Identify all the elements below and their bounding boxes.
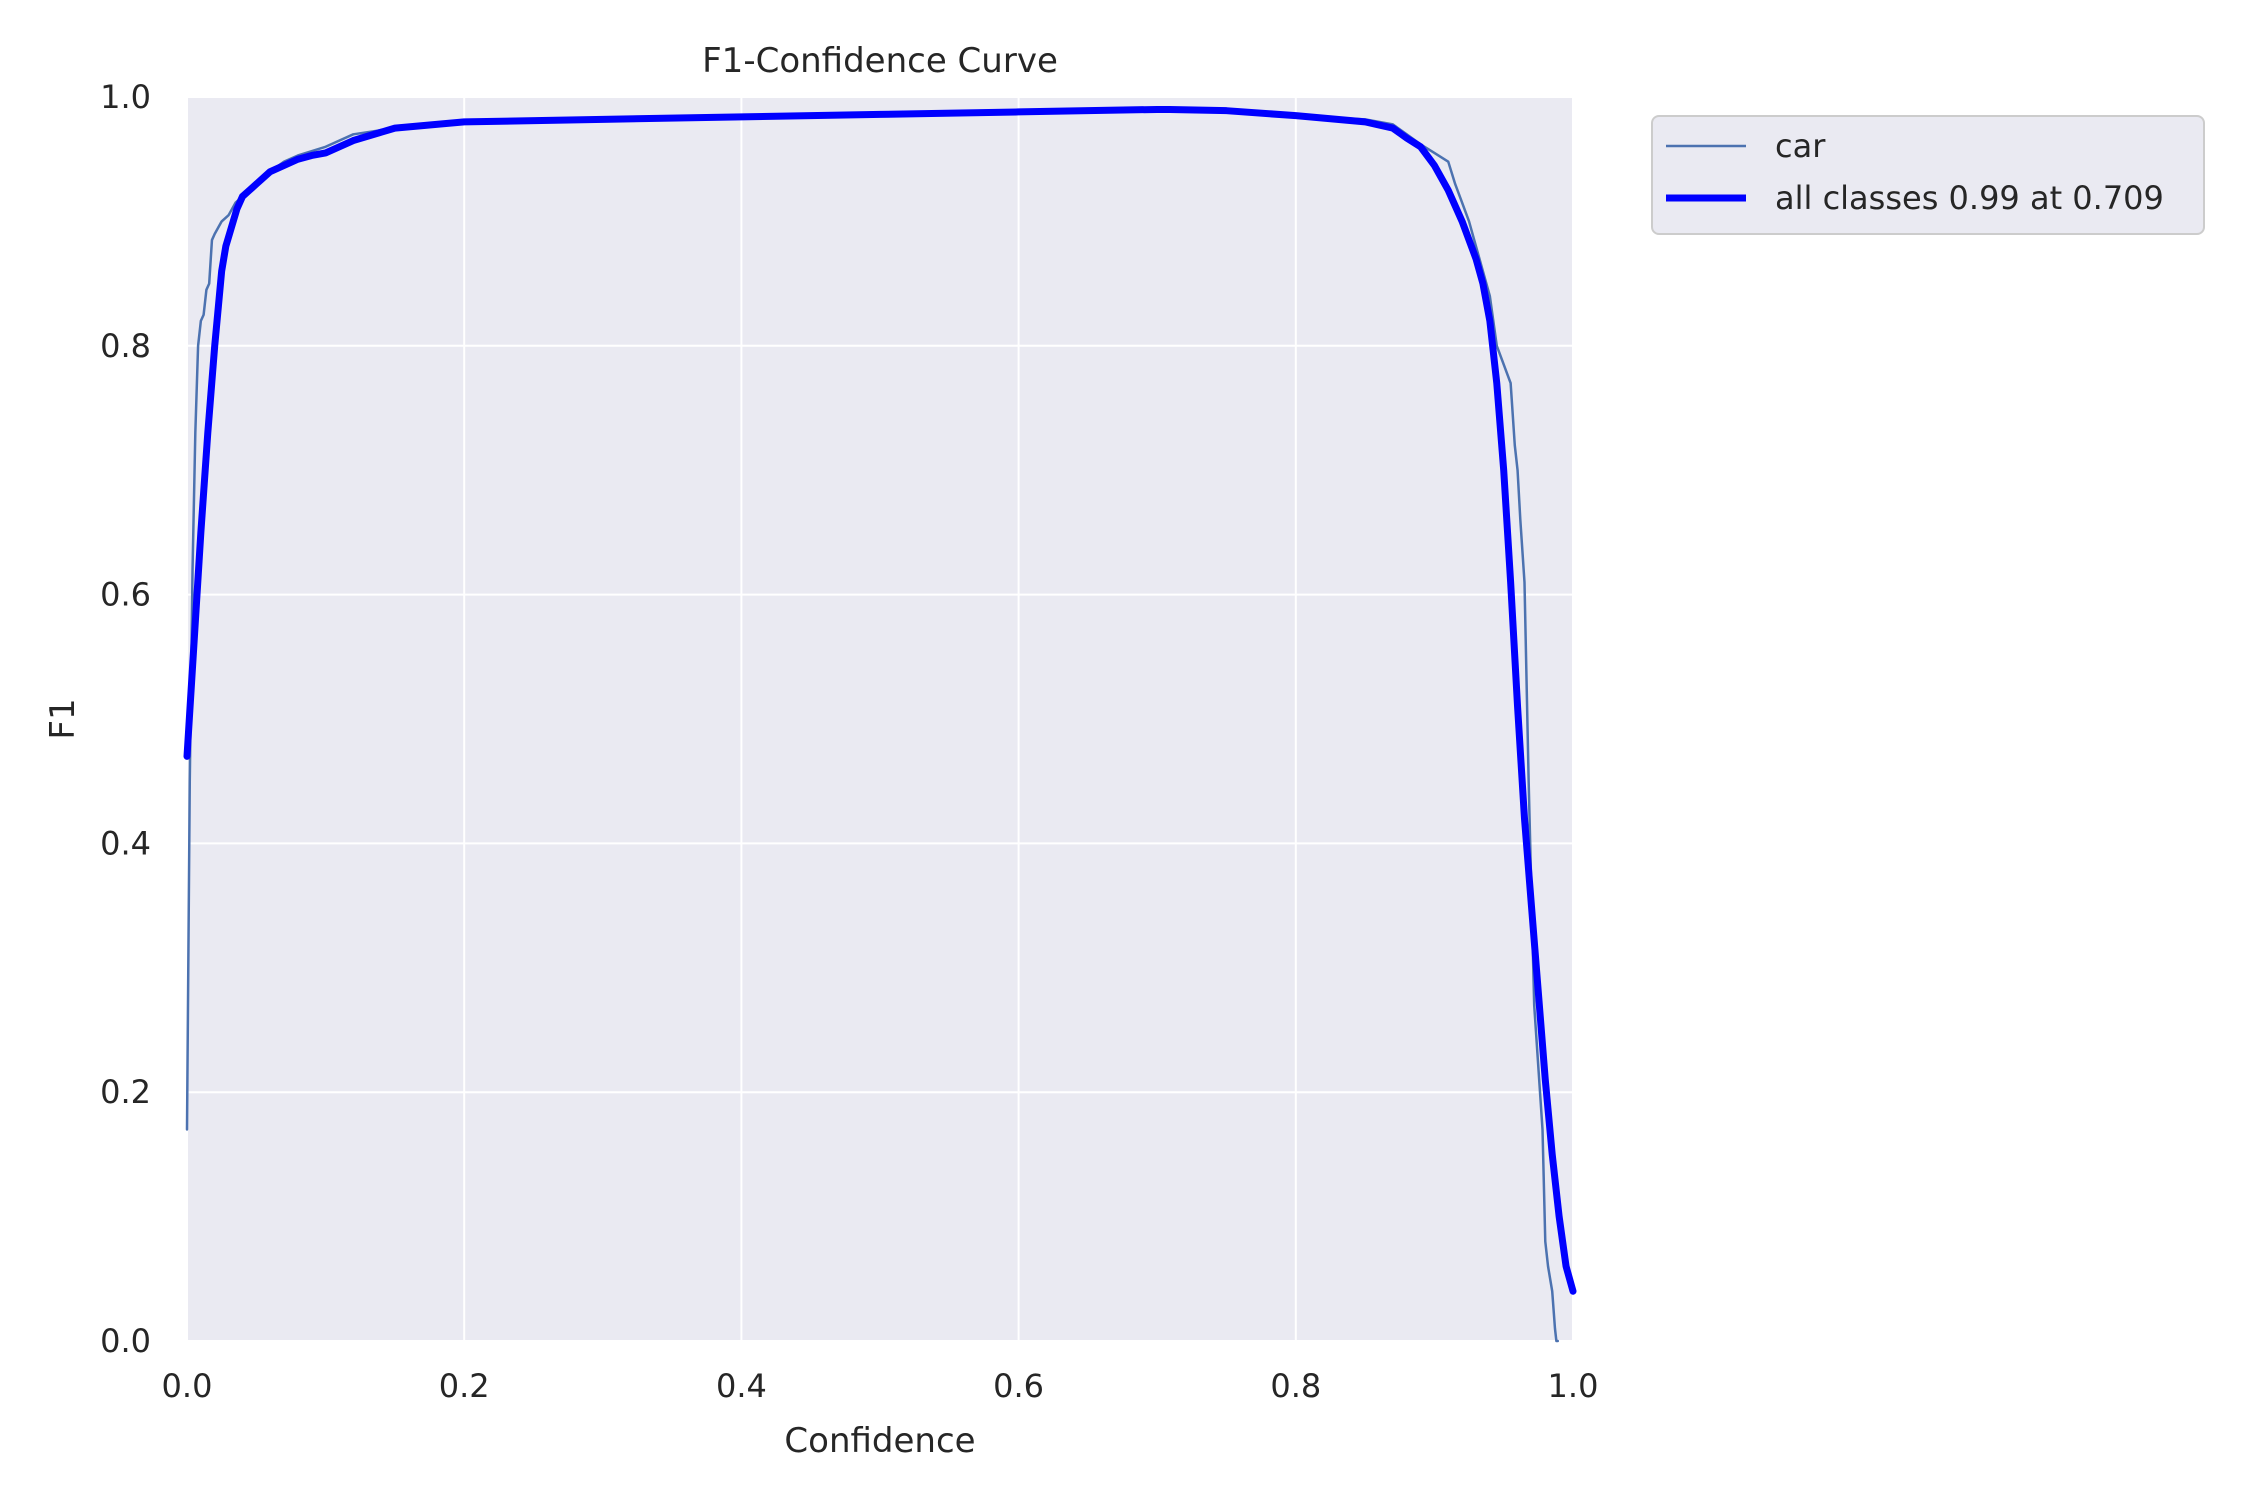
- legend-box: [1651, 115, 2205, 235]
- y-tick-label: 0.2: [100, 1073, 151, 1111]
- y-tick-label: 0.6: [100, 576, 151, 614]
- y-tick-labels: 0.0 0.2 0.4 0.6 0.8 1.0: [100, 78, 151, 1360]
- legend-label-car: car: [1775, 127, 1826, 165]
- y-axis-label: F1: [43, 698, 83, 739]
- y-tick-label: 0.0: [100, 1322, 151, 1360]
- series-lines: [183, 105, 1577, 1343]
- y-tick-label: 0.4: [100, 824, 151, 862]
- series-line-all-classes: [183, 105, 1577, 1295]
- x-tick-labels: 0.0 0.2 0.4 0.6 0.8 1.0: [162, 1367, 1599, 1405]
- x-axis-label: Confidence: [784, 1421, 975, 1461]
- legend: car all classes 0.99 at 0.709: [1651, 115, 2205, 235]
- y-tick-label: 1.0: [100, 78, 151, 116]
- x-tick-label: 0.2: [439, 1367, 490, 1405]
- x-tick-label: 0.4: [716, 1367, 767, 1405]
- x-tick-label: 0.8: [1270, 1367, 1321, 1405]
- x-tick-label: 0.6: [993, 1367, 1044, 1405]
- chart-title: F1-Confidence Curve: [702, 41, 1058, 81]
- plot-background: [187, 97, 1573, 1341]
- y-tick-label: 0.8: [100, 327, 151, 365]
- legend-label-all-classes: all classes 0.99 at 0.709: [1775, 179, 2164, 217]
- x-tick-label: 1.0: [1548, 1367, 1599, 1405]
- x-tick-label: 0.0: [162, 1367, 213, 1405]
- grid-lines: [186, 96, 1574, 1342]
